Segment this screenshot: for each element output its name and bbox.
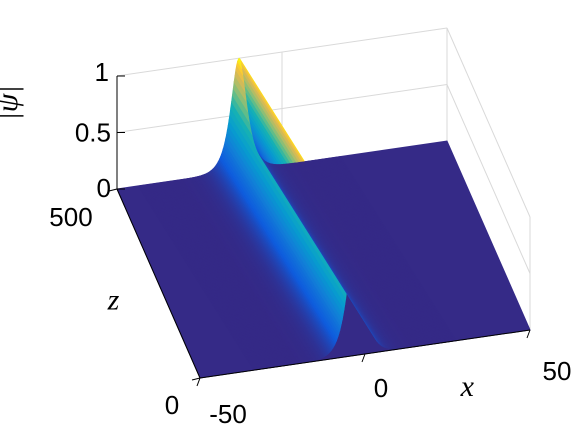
z-axis-tick-0: 0 xyxy=(165,390,179,420)
z-tick-0-5: 0.5 xyxy=(75,118,111,148)
axes xyxy=(108,75,531,387)
psi-magnitude-label: |ψ| xyxy=(0,85,24,120)
grid-layer xyxy=(116,27,531,330)
right-top-edge xyxy=(446,27,531,218)
x-tick-minus-50: -50 xyxy=(209,399,247,429)
soliton-ridge xyxy=(136,57,458,371)
z-axis-tick-500: 500 xyxy=(49,202,92,232)
x-tick-0: 0 xyxy=(374,373,388,403)
right-grid-half xyxy=(446,84,531,274)
x-tick-mark-50 xyxy=(526,329,531,339)
x-tick-50: 50 xyxy=(543,356,572,386)
x-axis-label: x xyxy=(460,370,475,403)
z-axis-tick-mark-500 xyxy=(108,188,118,192)
z-axis-label: z xyxy=(107,284,120,317)
x-tick-mark-minus-50 xyxy=(196,377,201,387)
x-tick-mark-0 xyxy=(361,353,366,363)
z-axis-tick-mark-0 xyxy=(191,377,201,381)
z-axis-line xyxy=(116,188,201,379)
z-tick-1: 1 xyxy=(95,57,109,87)
z-tick-0: 0 xyxy=(97,173,111,203)
